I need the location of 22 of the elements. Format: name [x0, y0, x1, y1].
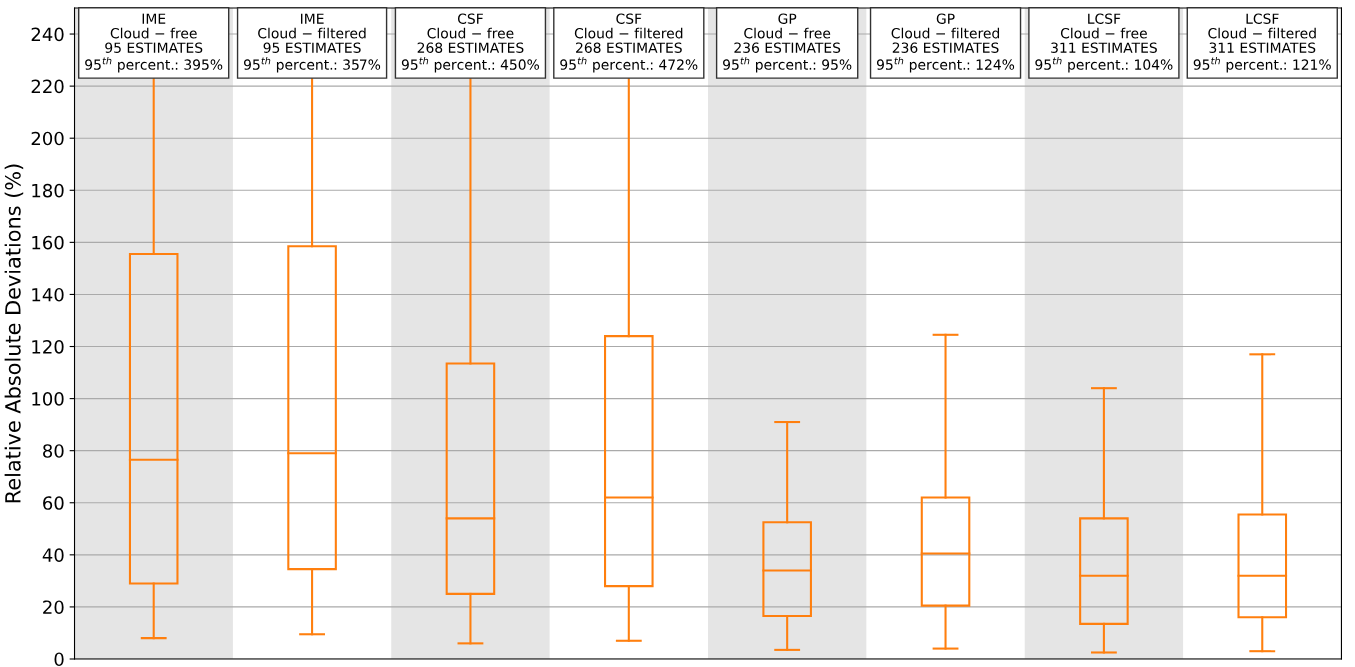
- annotation: LCSF Cloud − free 311 ESTIMATES 95$^{th}$ percent.: 104%: [1035, 13, 1173, 73]
- y-tick-label: 100: [32, 392, 64, 406]
- annotation: GP Cloud − free 236 ESTIMATES 95$^{th}$ percent.: 95%: [723, 13, 852, 73]
- y-tick-label: 200: [31, 131, 64, 146]
- annotation: IME Cloud − free 95 ESTIMATES 95$^{th}$ percent.: 395%: [85, 13, 223, 73]
- y-axis-title: Relative Absolute Deviations (%): [4, 164, 24, 503]
- y-tick-label: 240: [31, 27, 64, 42]
- y-tick-label: 220: [31, 79, 64, 94]
- y-tick-label: 20: [43, 600, 64, 615]
- y-tick-label: 60: [43, 496, 64, 510]
- y-tick-label: 40: [42, 548, 64, 562]
- annotation: LCSF Cloud − filtered 311 ESTIMATES 95$^{th}$ percent.: 121%: [1193, 13, 1331, 73]
- annotation: CSF Cloud − filtered 268 ESTIMATES 95$^{th}$ percent.: 472%: [560, 13, 698, 73]
- y-tick-label: 140: [32, 287, 64, 302]
- y-tick-label: 120: [32, 339, 64, 354]
- y-tick-label: 180: [32, 183, 64, 198]
- annotation: IME Cloud − filtered 95 ESTIMATES 95$^{th}$ percent.: 357%: [243, 13, 381, 73]
- y-tick-label: 160: [32, 235, 64, 250]
- annotation: GP Cloud − filtered 236 ESTIMATES 95$^{th}$ percent.: 124%: [876, 13, 1015, 73]
- y-tick-label: 80: [43, 444, 64, 458]
- annotation: CSF Cloud − free 268 ESTIMATES 95$^{th}$ percent.: 450%: [401, 13, 540, 73]
- y-tick-label: 0: [54, 652, 64, 667]
